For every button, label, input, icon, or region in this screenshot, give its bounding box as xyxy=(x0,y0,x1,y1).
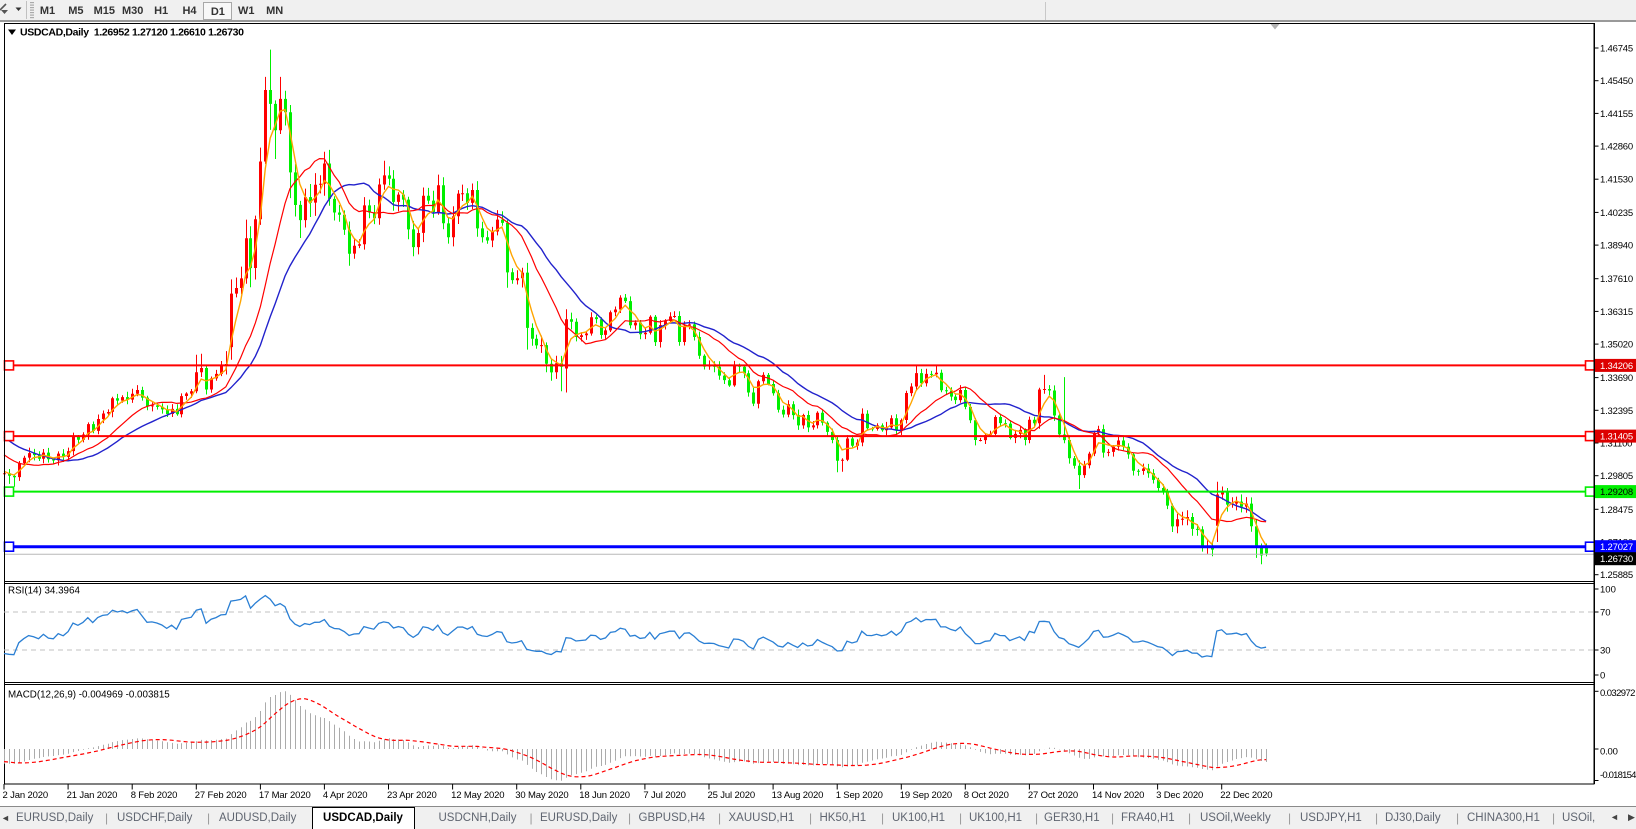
svg-text:1.34206: 1.34206 xyxy=(1600,361,1633,372)
svg-text:1.41530: 1.41530 xyxy=(1600,175,1633,186)
svg-text:1.44155: 1.44155 xyxy=(1600,109,1633,120)
svg-text:0: 0 xyxy=(1600,671,1605,682)
svg-text:1.32395: 1.32395 xyxy=(1600,406,1633,417)
svg-text:1.36315: 1.36315 xyxy=(1600,307,1633,318)
svg-text:17 Mar 2020: 17 Mar 2020 xyxy=(259,790,311,801)
svg-text:8 Oct 2020: 8 Oct 2020 xyxy=(964,790,1009,801)
svg-text:1.46745: 1.46745 xyxy=(1600,44,1633,55)
svg-text:12 May 2020: 12 May 2020 xyxy=(451,790,504,801)
svg-text:1.38940: 1.38940 xyxy=(1600,241,1633,252)
svg-text:1.37610: 1.37610 xyxy=(1600,274,1633,285)
svg-text:1.29805: 1.29805 xyxy=(1600,471,1633,482)
svg-text:0.032972: 0.032972 xyxy=(1600,688,1635,699)
svg-text:30: 30 xyxy=(1600,646,1611,657)
svg-text:0.00: 0.00 xyxy=(1600,747,1618,758)
svg-text:RSI(14) 34.3964: RSI(14) 34.3964 xyxy=(8,586,80,597)
svg-text:14 Nov 2020: 14 Nov 2020 xyxy=(1092,790,1144,801)
svg-text:1.28475: 1.28475 xyxy=(1600,505,1633,516)
svg-text:70: 70 xyxy=(1600,608,1611,619)
svg-text:1.29208: 1.29208 xyxy=(1600,487,1633,498)
svg-text:18 Jun 2020: 18 Jun 2020 xyxy=(579,790,630,801)
svg-text:1.40235: 1.40235 xyxy=(1600,208,1633,219)
svg-text:1.33690: 1.33690 xyxy=(1600,373,1633,384)
svg-text:1.42860: 1.42860 xyxy=(1600,142,1633,153)
svg-text:27 Feb 2020: 27 Feb 2020 xyxy=(195,790,247,801)
svg-text:23 Apr 2020: 23 Apr 2020 xyxy=(387,790,437,801)
svg-text:13 Aug 2020: 13 Aug 2020 xyxy=(772,790,824,801)
svg-text:7 Jul 2020: 7 Jul 2020 xyxy=(643,790,685,801)
svg-text:25 Jul 2020: 25 Jul 2020 xyxy=(708,790,755,801)
svg-text:2 Jan 2020: 2 Jan 2020 xyxy=(3,790,49,801)
svg-text:27 Oct 2020: 27 Oct 2020 xyxy=(1028,790,1078,801)
svg-text:3 Dec 2020: 3 Dec 2020 xyxy=(1156,790,1203,801)
svg-text:4 Apr 2020: 4 Apr 2020 xyxy=(323,790,367,801)
svg-text:1.31100: 1.31100 xyxy=(1600,439,1632,450)
svg-text:1.27027: 1.27027 xyxy=(1600,542,1633,553)
svg-text:1.25885: 1.25885 xyxy=(1600,570,1633,581)
svg-text:21 Jan 2020: 21 Jan 2020 xyxy=(67,790,118,801)
svg-text:1.26730: 1.26730 xyxy=(1600,554,1633,565)
svg-text:1.45450: 1.45450 xyxy=(1600,76,1633,87)
svg-text:-0.018154: -0.018154 xyxy=(1600,770,1636,781)
svg-text:MACD(12,26,9) -0.004969 -0.003: MACD(12,26,9) -0.004969 -0.003815 xyxy=(8,690,170,701)
svg-text:19 Sep 2020: 19 Sep 2020 xyxy=(900,790,952,801)
svg-text:1 Sep 2020: 1 Sep 2020 xyxy=(836,790,883,801)
svg-text:1.31405: 1.31405 xyxy=(1600,432,1633,443)
svg-text:8 Feb 2020: 8 Feb 2020 xyxy=(131,790,178,801)
svg-text:22 Dec 2020: 22 Dec 2020 xyxy=(1220,790,1272,801)
svg-text:USDCAD,Daily 1.26952 1.27120: USDCAD,Daily 1.26952 1.27120 1.26610 1.2… xyxy=(20,27,244,39)
svg-text:1.35020: 1.35020 xyxy=(1600,340,1633,351)
svg-text:100: 100 xyxy=(1600,585,1616,596)
svg-text:30 May 2020: 30 May 2020 xyxy=(515,790,568,801)
